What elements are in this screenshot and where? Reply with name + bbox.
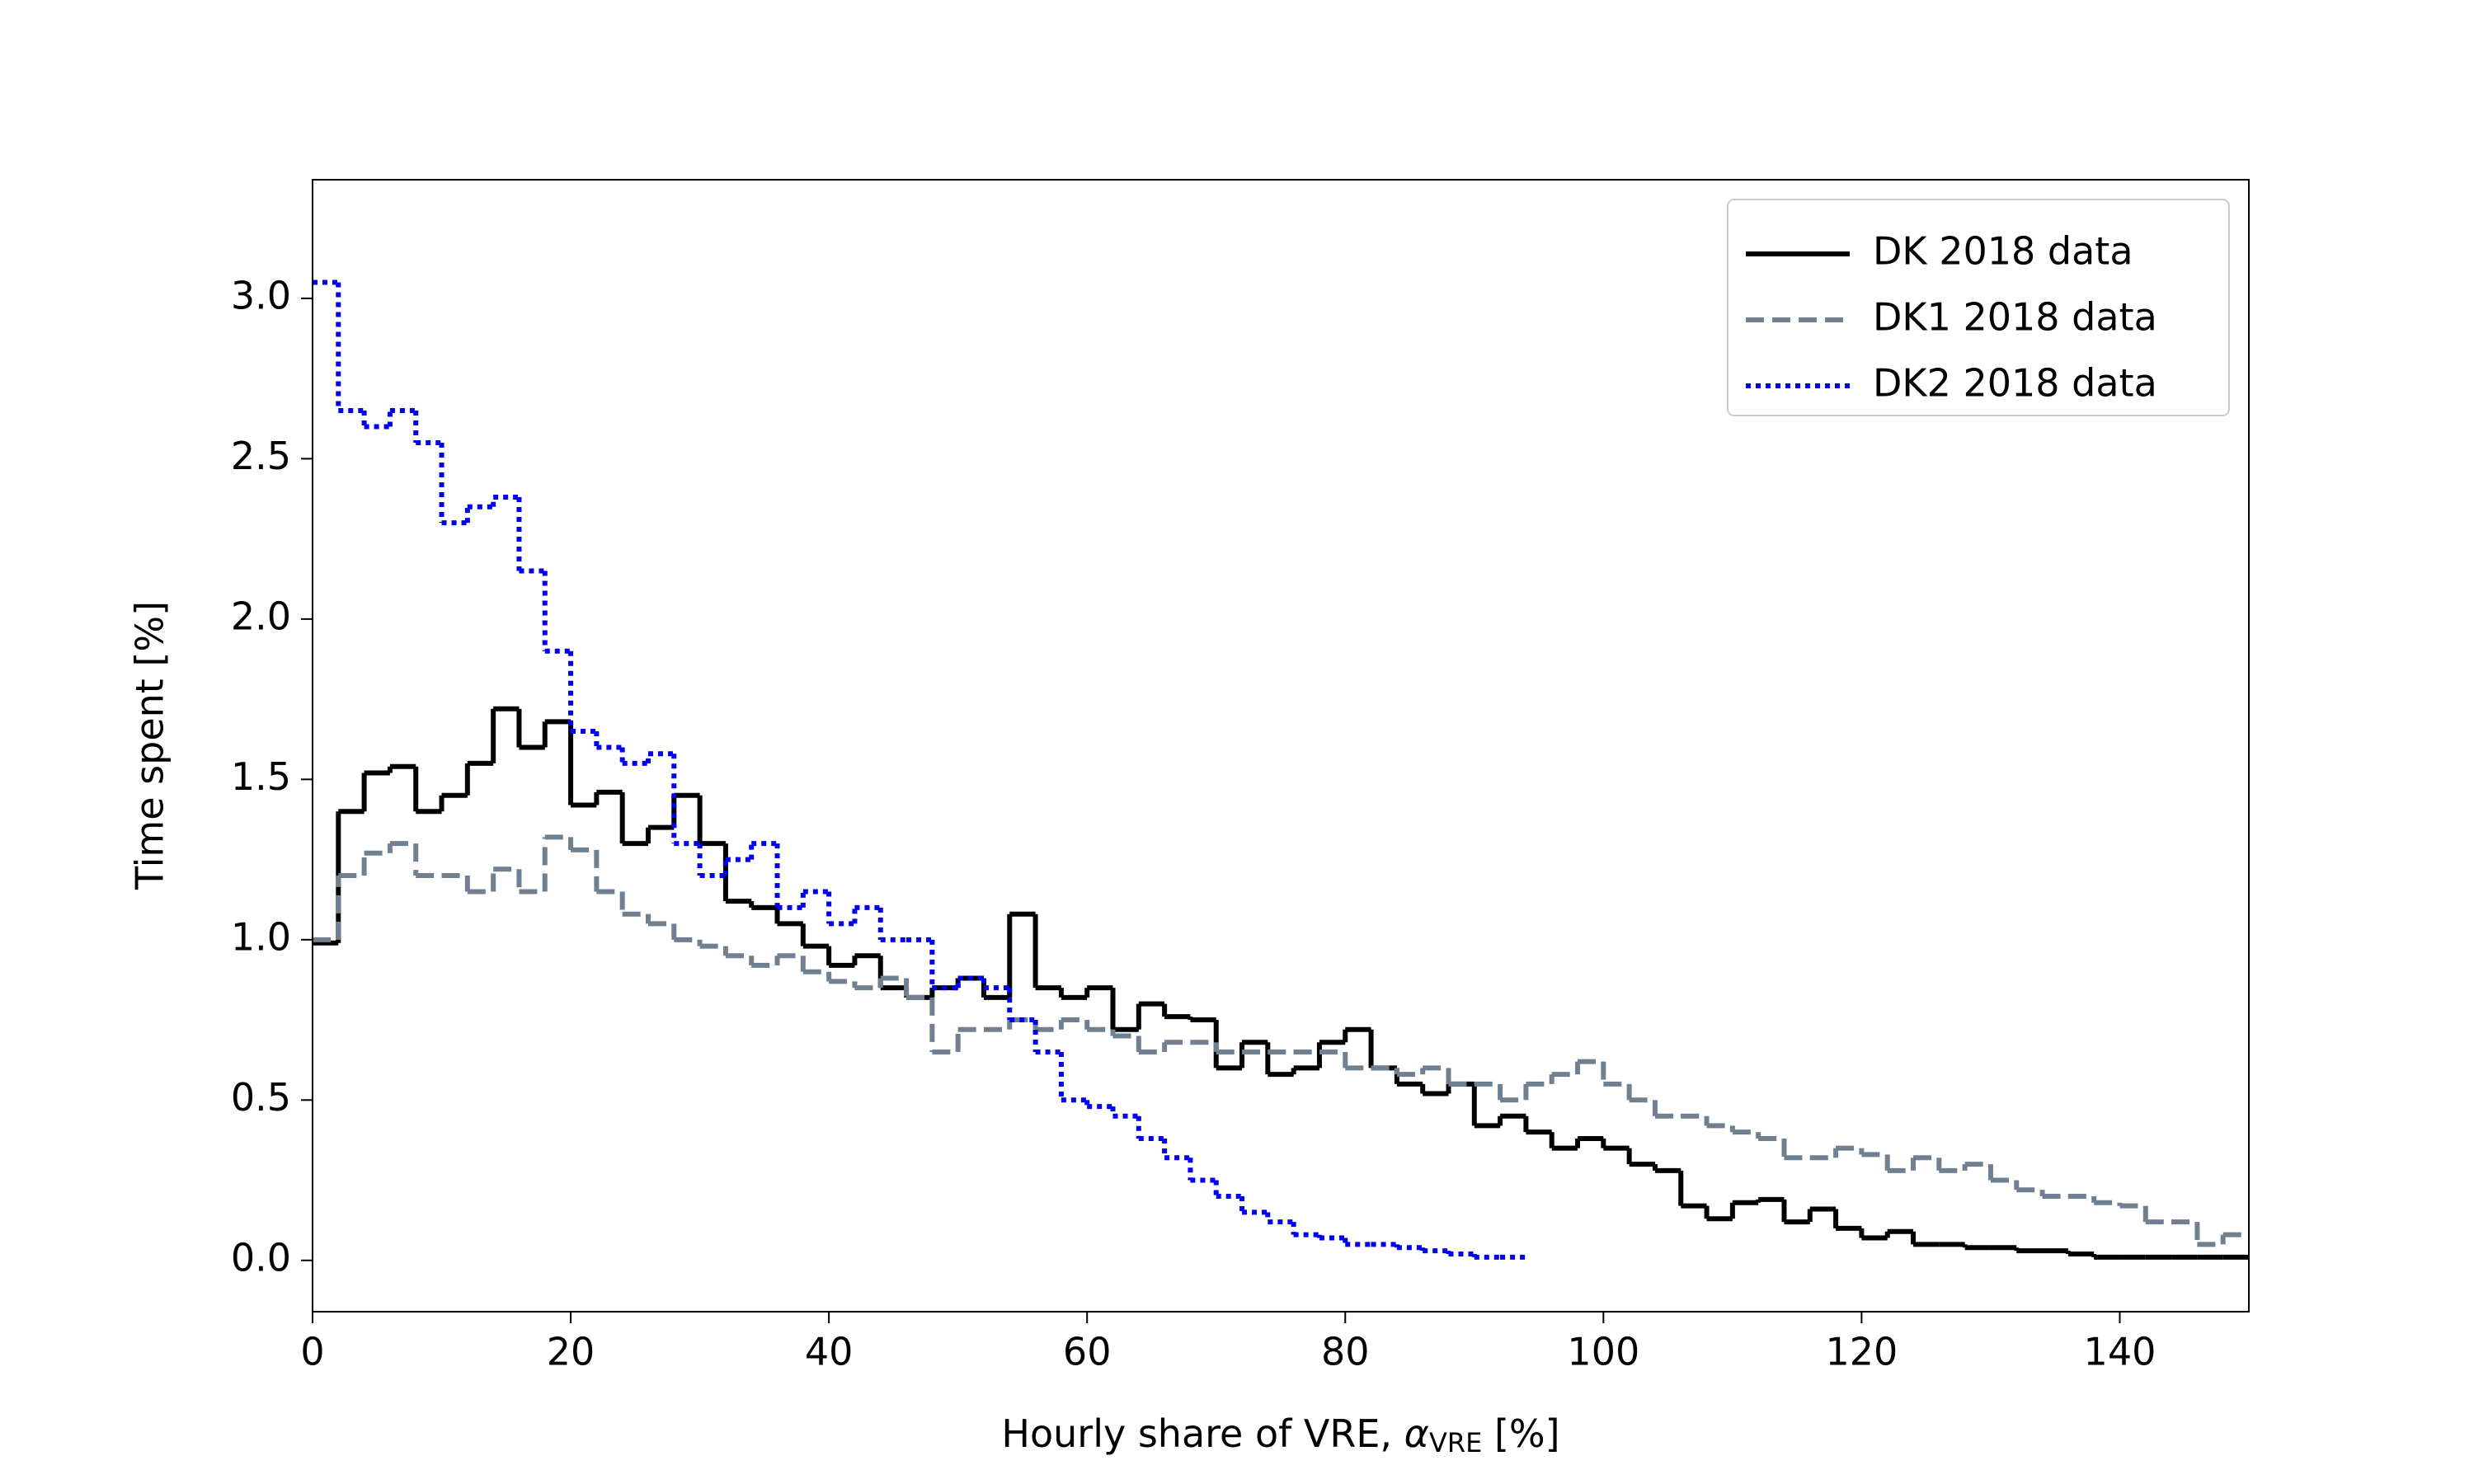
x-tick-label: 120 — [1825, 1330, 1898, 1374]
series — [313, 706, 2249, 1260]
series — [313, 279, 1526, 1260]
x-tick-label: 140 — [2084, 1330, 2157, 1374]
legend-box — [1727, 199, 2230, 416]
y-tick-label: 1.0 — [231, 914, 291, 959]
y-tick-label: 3.0 — [231, 273, 291, 317]
legend-label: DK1 2018 data — [1873, 295, 2157, 340]
x-tick-label: 0 — [300, 1330, 324, 1374]
y-tick-label: 1.5 — [231, 754, 291, 799]
x-tick-label: 60 — [1063, 1330, 1112, 1374]
x-label-text: Hourly share of VRE, — [1001, 1411, 1404, 1456]
x-label-subscript: VRE — [1429, 1427, 1482, 1458]
x-tick-label: 40 — [805, 1330, 854, 1374]
x-axis-label: Hourly share of VRE, αVRE [%] — [1001, 1411, 1559, 1459]
x-label-symbol: α — [1404, 1411, 1429, 1456]
y-tick-label: 2.0 — [231, 594, 291, 638]
x-label-unit: [%] — [1482, 1411, 1559, 1456]
x-tick-label: 80 — [1321, 1330, 1370, 1374]
y-axis-label: Time spent [%] — [128, 601, 172, 890]
plot-frame — [312, 179, 2250, 1313]
series — [313, 834, 2249, 1247]
x-tick-label: 20 — [547, 1330, 595, 1374]
x-tick-label: 100 — [1567, 1330, 1639, 1374]
legend-label: DK2 2018 data — [1873, 361, 2157, 406]
y-tick-label: 0.5 — [231, 1075, 291, 1120]
y-tick-label: 2.5 — [231, 434, 291, 478]
y-tick-label: 0.0 — [231, 1235, 291, 1280]
legend-label: DK 2018 data — [1873, 229, 2133, 274]
